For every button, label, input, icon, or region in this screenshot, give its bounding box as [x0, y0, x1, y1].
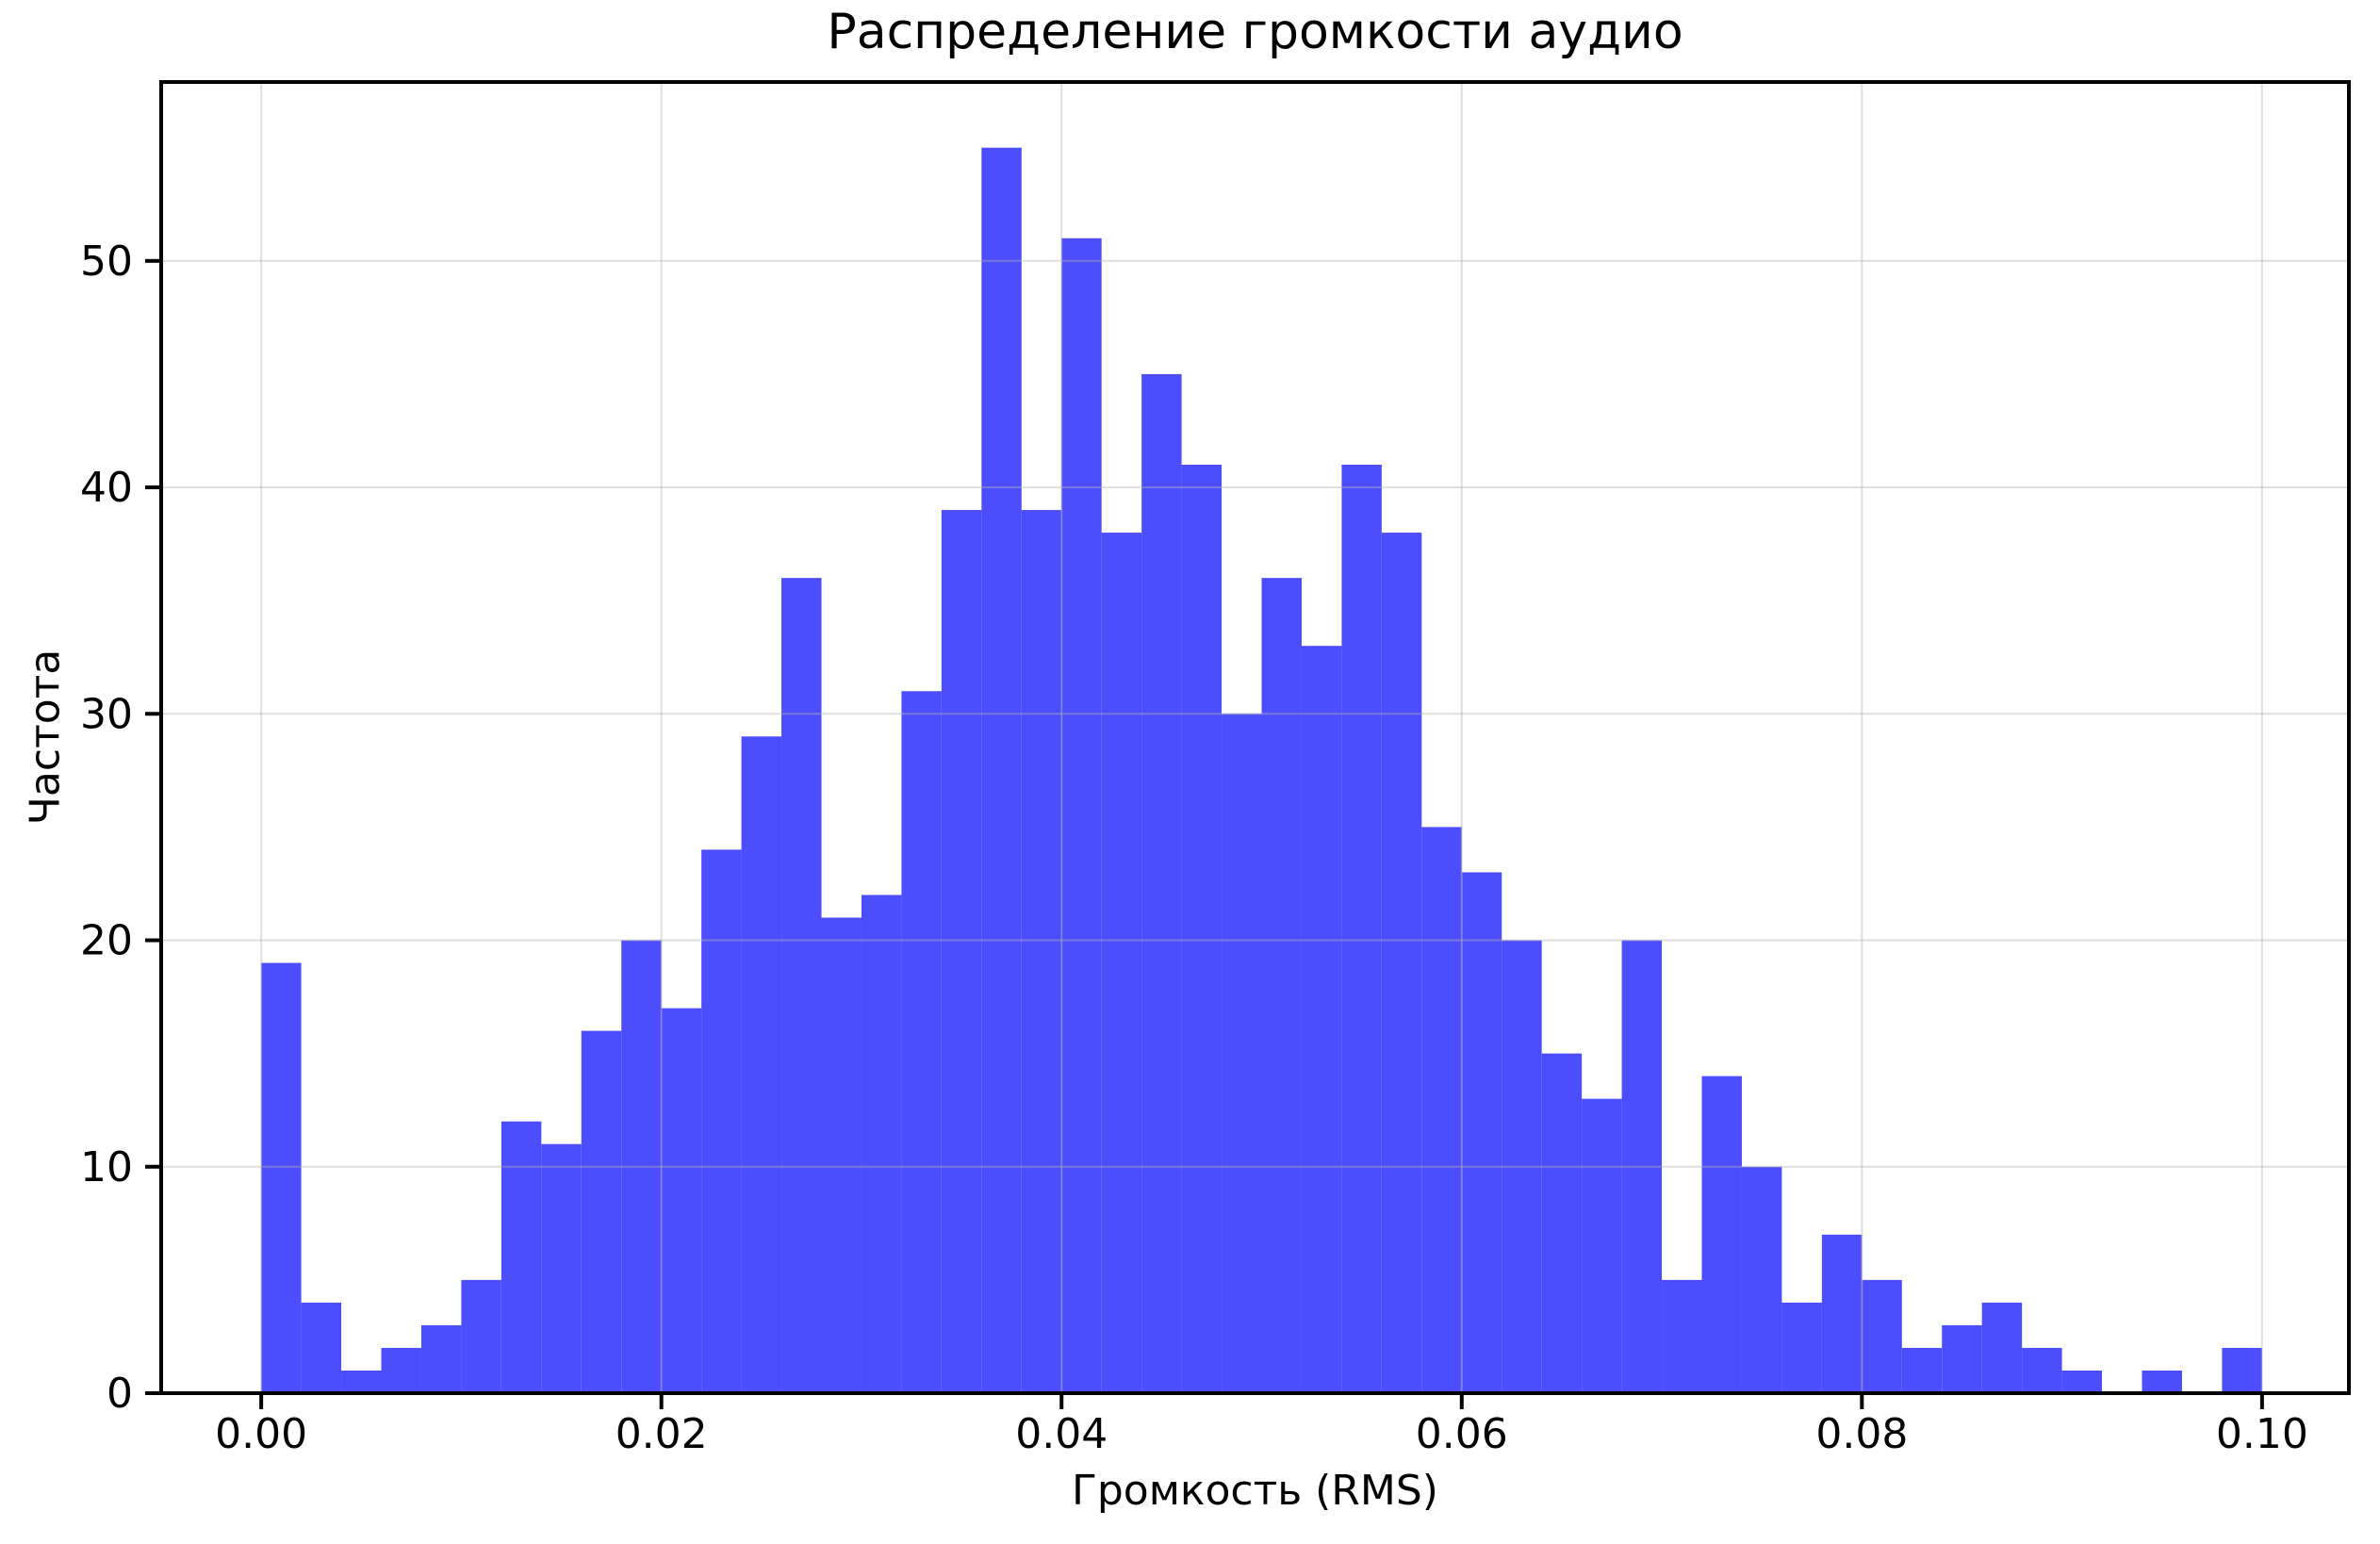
- histogram-bar: [261, 962, 302, 1393]
- histogram-bar: [741, 736, 782, 1393]
- y-tick-label: 10: [80, 1143, 133, 1191]
- histogram-bar: [1901, 1347, 1943, 1393]
- histogram-bar: [1701, 1076, 1742, 1393]
- histogram-bar: [621, 940, 662, 1393]
- histogram-bar: [1381, 533, 1422, 1393]
- x-tick-label: 0.10: [2216, 1410, 2308, 1458]
- histogram-bar: [901, 691, 942, 1393]
- histogram-bar: [1621, 940, 1663, 1393]
- y-tick-label: 50: [80, 238, 133, 286]
- y-tick-label: 20: [80, 917, 133, 965]
- histogram-bar: [1101, 533, 1142, 1393]
- histogram-bar: [2022, 1347, 2062, 1393]
- chart-title: Распределение громкости аудио: [827, 4, 1683, 60]
- histogram-bar: [821, 917, 862, 1393]
- histogram-bar: [701, 849, 742, 1393]
- y-tick-label: 40: [80, 464, 133, 512]
- x-tick-label: 0.08: [1815, 1410, 1908, 1458]
- histogram-bar: [1942, 1324, 1982, 1393]
- axes-frame: [159, 80, 2351, 1395]
- histogram-bar: [1461, 872, 1502, 1393]
- histogram-bar: [501, 1121, 542, 1393]
- histogram-bar: [661, 1008, 702, 1393]
- histogram-bar: [1261, 578, 1302, 1393]
- histogram-bar: [1781, 1302, 1822, 1393]
- histogram-bar: [1662, 1279, 1702, 1393]
- x-tick-label: 0.02: [616, 1410, 708, 1458]
- histogram-bar: [341, 1370, 382, 1393]
- y-axis-label-text: Частота: [21, 649, 70, 826]
- x-tick-label: 0.04: [1015, 1410, 1108, 1458]
- histogram-bar: [2061, 1370, 2103, 1393]
- histogram-bar: [1862, 1279, 1902, 1393]
- histogram-bar: [1741, 1166, 1782, 1393]
- histogram-bar: [541, 1143, 582, 1393]
- histogram-bar: [1021, 510, 1062, 1393]
- histogram-bar: [420, 1324, 462, 1393]
- histogram-bar: [941, 510, 982, 1393]
- y-tick-label: 30: [80, 690, 133, 738]
- histogram-bar: [981, 147, 1022, 1393]
- x-axis-label: Громкость (RMS): [1072, 1467, 1438, 1515]
- histogram-bar: [461, 1279, 501, 1393]
- histogram-bar: [1421, 827, 1462, 1393]
- histogram-bar: [1181, 465, 1223, 1393]
- histogram-bar: [1141, 373, 1182, 1393]
- y-tick-label: 0: [107, 1370, 133, 1418]
- x-tick-label: 0.00: [215, 1410, 307, 1458]
- histogram-bar: [1061, 238, 1102, 1393]
- histogram-bar: [301, 1302, 342, 1393]
- x-tick-label: 0.06: [1416, 1410, 1508, 1458]
- histogram-bar: [1502, 940, 1542, 1393]
- histogram-bar: [1301, 646, 1342, 1393]
- histogram-bar: [1981, 1302, 2023, 1393]
- histogram-bar: [381, 1347, 421, 1393]
- histogram-bar: [1222, 714, 1262, 1393]
- histogram-bar: [581, 1030, 622, 1393]
- histogram-bar: [1821, 1234, 1863, 1393]
- histogram-bar: [2222, 1347, 2262, 1393]
- histogram-bar: [1541, 1053, 1583, 1393]
- histogram-bar: [1341, 465, 1382, 1393]
- histogram-bar: [2142, 1370, 2182, 1393]
- histogram-bar: [1582, 1098, 1622, 1393]
- histogram-bar: [781, 578, 822, 1393]
- histogram-bar: [861, 895, 902, 1393]
